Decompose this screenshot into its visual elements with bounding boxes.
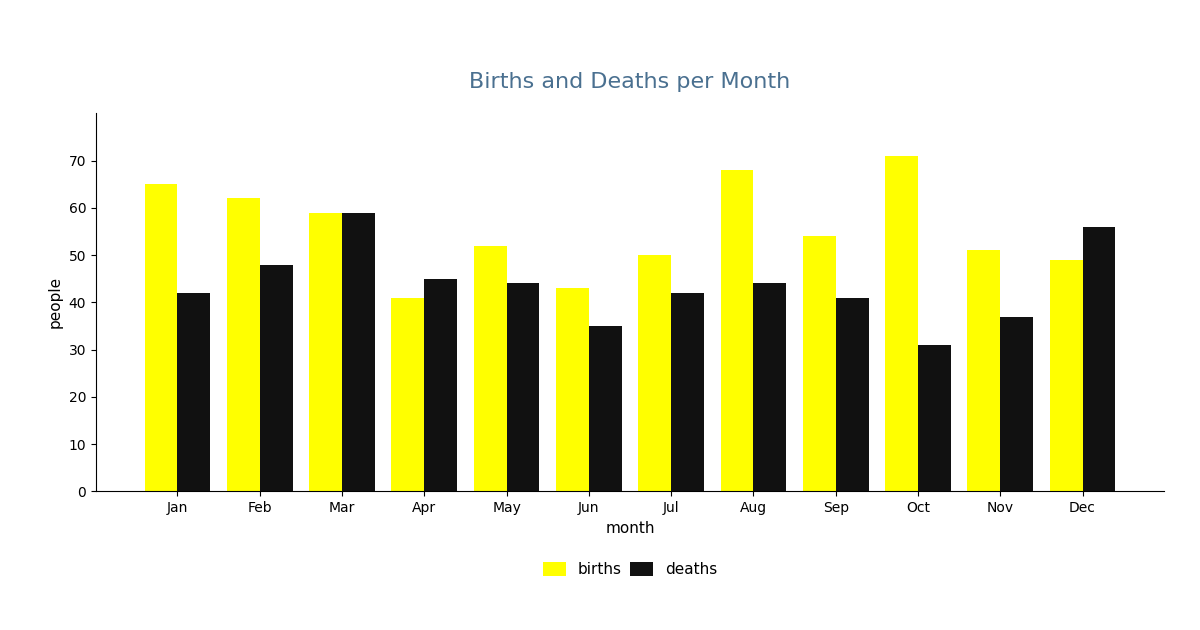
Bar — [835, 297, 869, 491]
Bar — [886, 156, 918, 491]
Bar — [918, 345, 950, 491]
Bar — [754, 284, 786, 491]
Bar — [589, 326, 622, 491]
Title: Births and Deaths per Month: Births and Deaths per Month — [469, 72, 791, 93]
Bar — [144, 184, 178, 491]
X-axis label: month: month — [605, 520, 655, 536]
Bar — [227, 198, 259, 491]
Bar — [1082, 227, 1116, 491]
Bar — [474, 246, 506, 491]
Bar — [556, 289, 589, 491]
Legend: births, deaths: births, deaths — [536, 556, 724, 583]
Bar — [391, 297, 425, 491]
Bar — [178, 293, 210, 491]
Bar — [1050, 260, 1082, 491]
Y-axis label: people: people — [48, 277, 64, 328]
Bar — [506, 284, 540, 491]
Bar — [720, 170, 754, 491]
Bar — [803, 236, 835, 491]
Bar — [967, 250, 1001, 491]
Bar — [1001, 316, 1033, 491]
Bar — [259, 265, 293, 491]
Bar — [425, 278, 457, 491]
Bar — [342, 213, 374, 491]
Bar — [671, 293, 704, 491]
Bar — [310, 213, 342, 491]
Bar — [638, 255, 671, 491]
